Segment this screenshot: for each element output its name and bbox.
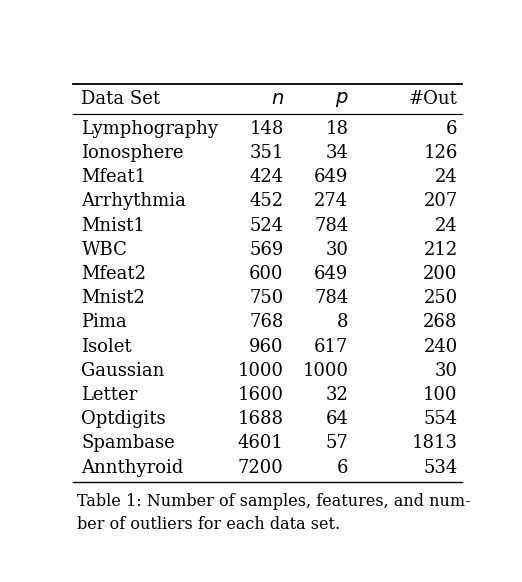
Text: 57: 57	[326, 434, 349, 452]
Text: 649: 649	[314, 265, 349, 283]
Text: Gaussian: Gaussian	[81, 362, 165, 379]
Text: Mnist2: Mnist2	[81, 289, 145, 307]
Text: 207: 207	[423, 192, 458, 210]
Text: $p$: $p$	[335, 90, 349, 109]
Text: 784: 784	[314, 289, 349, 307]
Text: WBC: WBC	[81, 241, 127, 259]
Text: Mnist1: Mnist1	[81, 217, 145, 235]
Text: 32: 32	[326, 386, 349, 404]
Text: Arrhythmia: Arrhythmia	[81, 192, 186, 210]
Text: 1813: 1813	[412, 434, 458, 452]
Text: 100: 100	[423, 386, 458, 404]
Text: 6: 6	[446, 120, 458, 138]
Text: 960: 960	[249, 338, 284, 356]
Text: 649: 649	[314, 168, 349, 186]
Text: 524: 524	[250, 217, 284, 235]
Text: 18: 18	[325, 120, 349, 138]
Text: 8: 8	[337, 313, 349, 331]
Text: 64: 64	[326, 410, 349, 428]
Text: Isolet: Isolet	[81, 338, 132, 356]
Text: 569: 569	[250, 241, 284, 259]
Text: 34: 34	[326, 144, 349, 162]
Text: 351: 351	[250, 144, 284, 162]
Text: 750: 750	[250, 289, 284, 307]
Text: 212: 212	[423, 241, 458, 259]
Text: 274: 274	[314, 192, 349, 210]
Text: 600: 600	[249, 265, 284, 283]
Text: 200: 200	[423, 265, 458, 283]
Text: 148: 148	[250, 120, 284, 138]
Text: 534: 534	[423, 459, 458, 477]
Text: 1688: 1688	[238, 410, 284, 428]
Text: Data Set: Data Set	[81, 90, 161, 108]
Text: 6: 6	[337, 459, 349, 477]
Text: Ionosphere: Ionosphere	[81, 144, 184, 162]
Text: Mfeat2: Mfeat2	[81, 265, 147, 283]
Text: 268: 268	[423, 313, 458, 331]
Text: Letter: Letter	[81, 386, 138, 404]
Text: #Out: #Out	[409, 90, 458, 108]
Text: Optdigits: Optdigits	[81, 410, 166, 428]
Text: 554: 554	[423, 410, 458, 428]
Text: 4601: 4601	[238, 434, 284, 452]
Text: 126: 126	[423, 144, 458, 162]
Text: 30: 30	[435, 362, 458, 379]
Text: Spambase: Spambase	[81, 434, 175, 452]
Text: 240: 240	[423, 338, 458, 356]
Text: Lymphography: Lymphography	[81, 120, 218, 138]
Text: 768: 768	[250, 313, 284, 331]
Text: 24: 24	[435, 217, 458, 235]
Text: 1000: 1000	[238, 362, 284, 379]
Text: 452: 452	[250, 192, 284, 210]
Text: 250: 250	[423, 289, 458, 307]
Text: 784: 784	[314, 217, 349, 235]
Text: 30: 30	[325, 241, 349, 259]
Text: 1000: 1000	[302, 362, 349, 379]
Text: 24: 24	[435, 168, 458, 186]
Text: Pima: Pima	[81, 313, 127, 331]
Text: 424: 424	[250, 168, 284, 186]
Text: 1600: 1600	[238, 386, 284, 404]
Text: Annthyroid: Annthyroid	[81, 459, 184, 477]
Text: 617: 617	[314, 338, 349, 356]
Text: Mfeat1: Mfeat1	[81, 168, 147, 186]
Text: 7200: 7200	[238, 459, 284, 477]
Text: Table 1: Number of samples, features, and num-
ber of outliers for each data set: Table 1: Number of samples, features, an…	[77, 493, 471, 533]
Text: $n$: $n$	[271, 90, 284, 108]
